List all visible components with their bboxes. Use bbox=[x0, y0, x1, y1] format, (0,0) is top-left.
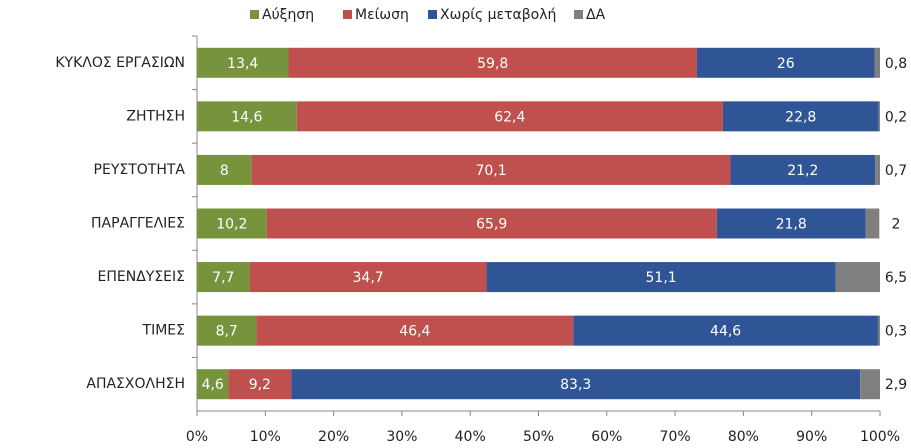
data-label: 22,8 bbox=[785, 109, 816, 125]
data-label: 51,1 bbox=[646, 270, 677, 286]
bar-segment bbox=[197, 47, 289, 78]
bar-segment bbox=[228, 369, 292, 400]
bar-segment bbox=[256, 315, 574, 346]
y-tick-label: ΖΗΤΗΣΗ bbox=[126, 108, 185, 124]
legend-label: ΔΑ bbox=[586, 7, 606, 23]
x-tick-label: 10% bbox=[250, 429, 281, 445]
x-tick-label: 30% bbox=[386, 429, 417, 445]
data-label: 9,2 bbox=[249, 377, 271, 393]
legend-swatch bbox=[428, 10, 437, 19]
bar-segment bbox=[197, 262, 250, 293]
y-tick-label: ΠΑΡΑΓΓΕΛΙΕΣ bbox=[91, 216, 185, 232]
data-label: 21,8 bbox=[776, 217, 807, 233]
data-label: 21,2 bbox=[787, 163, 818, 179]
legend-label: Χωρίς μεταβολή bbox=[440, 7, 556, 23]
data-label: 13,4 bbox=[227, 56, 258, 72]
data-label: 0,3 bbox=[885, 324, 907, 340]
x-tick-label: 100% bbox=[860, 429, 900, 445]
x-tick-label: 0% bbox=[186, 429, 208, 445]
data-label: 14,6 bbox=[231, 109, 262, 125]
bar-segment bbox=[877, 315, 880, 346]
legend-swatch bbox=[343, 10, 352, 19]
bar-segment bbox=[878, 101, 880, 132]
data-label: 0,8 bbox=[885, 56, 907, 72]
bar-segment bbox=[266, 208, 717, 239]
x-tick-label: 80% bbox=[728, 429, 759, 445]
bar-segment bbox=[860, 369, 880, 400]
data-label: 34,7 bbox=[353, 270, 384, 286]
x-tick-label: 90% bbox=[796, 429, 827, 445]
data-label: 8,7 bbox=[216, 324, 238, 340]
bar-segment bbox=[197, 154, 252, 185]
legend-swatch bbox=[250, 10, 259, 19]
bar-segment bbox=[696, 47, 875, 78]
data-label: 7,7 bbox=[212, 270, 234, 286]
data-label: 0,2 bbox=[885, 109, 907, 125]
data-label: 46,4 bbox=[399, 324, 430, 340]
data-label: 62,4 bbox=[494, 109, 525, 125]
data-label: 65,9 bbox=[476, 217, 507, 233]
y-tick-label: ΡΕΥΣΤΟΤΗΤΑ bbox=[94, 162, 186, 178]
bar-segment bbox=[874, 47, 880, 78]
bar-segment bbox=[197, 315, 257, 346]
data-label: 6,5 bbox=[885, 270, 907, 286]
bar-segment bbox=[251, 154, 731, 185]
bar-segment bbox=[875, 154, 880, 185]
bar-segment bbox=[573, 315, 878, 346]
y-tick-label: ΤΙΜΕΣ bbox=[142, 323, 185, 339]
legend-swatch bbox=[574, 10, 583, 19]
y-tick-label: ΕΠΕΝΔΥΣΕΙΣ bbox=[98, 269, 186, 285]
bar-segment bbox=[865, 208, 880, 239]
data-label: 26 bbox=[777, 56, 795, 72]
bar-segment bbox=[722, 101, 879, 132]
y-tick-label: ΑΠΑΣΧΟΛΗΣΗ bbox=[86, 376, 185, 392]
data-label: 2 bbox=[892, 217, 901, 233]
data-label: 10,2 bbox=[216, 217, 247, 233]
bar-segment bbox=[716, 208, 866, 239]
data-label: 83,3 bbox=[560, 377, 591, 393]
bar-segment bbox=[197, 369, 229, 400]
data-label: 8 bbox=[220, 163, 229, 179]
data-label: 4,6 bbox=[202, 377, 224, 393]
data-label: 70,1 bbox=[475, 163, 506, 179]
x-tick-label: 40% bbox=[455, 429, 486, 445]
bar-segment bbox=[296, 101, 723, 132]
bar-segment bbox=[835, 262, 880, 293]
bar-segment bbox=[197, 101, 297, 132]
x-tick-label: 20% bbox=[318, 429, 349, 445]
legend-label: Αύξηση bbox=[262, 7, 314, 23]
x-tick-label: 70% bbox=[660, 429, 691, 445]
legend-label: Μείωση bbox=[355, 7, 409, 23]
bar-segment bbox=[249, 262, 487, 293]
bar-segment bbox=[730, 154, 876, 185]
data-label: 44,6 bbox=[710, 324, 741, 340]
bar-segment bbox=[288, 47, 697, 78]
x-tick-label: 50% bbox=[523, 429, 554, 445]
bar-segment bbox=[486, 262, 836, 293]
data-label: 0,7 bbox=[885, 163, 907, 179]
x-tick-label: 60% bbox=[591, 429, 622, 445]
bar-segment bbox=[197, 208, 267, 239]
data-label: 2,9 bbox=[885, 377, 907, 393]
y-tick-label: ΚΥΚΛΟΣ ΕΡΓΑΣΙΩΝ bbox=[55, 55, 185, 71]
bar-segment bbox=[291, 369, 861, 400]
data-label: 59,8 bbox=[477, 56, 508, 72]
